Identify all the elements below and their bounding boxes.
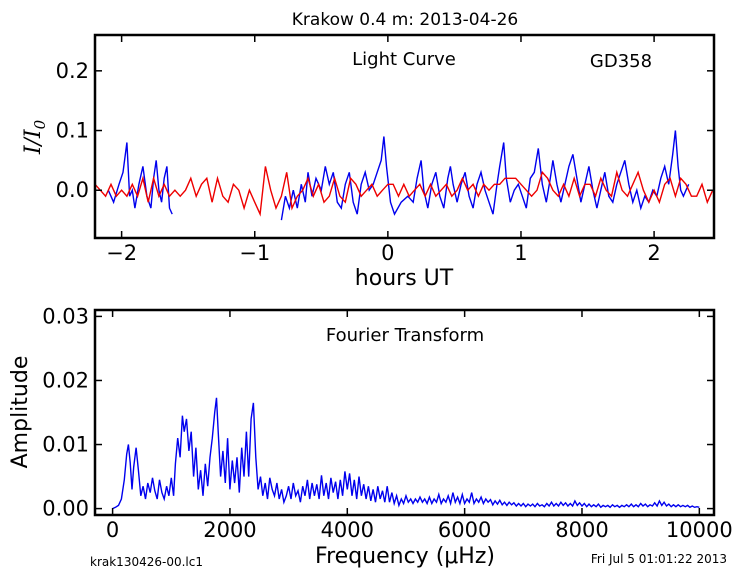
fourier-ticks: 0 2000 4000 6000 8000 10000 0.00 0.01 0.02 0.03 [42, 304, 733, 542]
fourier-ylabel: Amplitude [8, 356, 33, 469]
fourier-frame [93, 308, 716, 517]
fourier-xtick-label: 6000 [438, 518, 491, 542]
light-curve-xtick-label: 0 [381, 241, 394, 265]
light-curve-xtick-label: 2 [647, 241, 660, 265]
fourier-xtick-label: 10000 [666, 518, 733, 542]
fourier-ytick-label: 0.02 [42, 368, 89, 392]
light-curve-xtick-label: −1 [239, 241, 270, 265]
footer-timestamp: Fri Jul 5 01:01:22 2013 [591, 552, 727, 566]
fourier-xtick-label: 2000 [203, 518, 256, 542]
fourier-xtick-label: 0 [106, 518, 119, 542]
figure-title: Krakow 0.4 m: 2013-04-26 [292, 10, 518, 30]
fourier-series-group [112, 397, 700, 510]
light-curve-ylabel: I/I0 [21, 119, 49, 155]
light-curve-panel: −2 −1 0 1 2 0.0 0.1 0.2 Light Curve GD358 hours… [21, 33, 716, 291]
fourier-xtick-label: 4000 [321, 518, 374, 542]
fourier-xlabel: Frequency (μHz) [315, 544, 495, 569]
light-curve-ytick-label: 0.1 [56, 119, 89, 143]
fourier-panel: 0 2000 4000 6000 8000 10000 0.00 0.01 0.02 0.03 F… [8, 304, 733, 569]
fourier-ytick-label: 0.03 [42, 304, 89, 328]
fourier-ytick-label: 0.01 [42, 433, 89, 457]
light-curve-xlabel: hours UT [355, 266, 454, 291]
light-curve-ytick-label: 0.2 [56, 59, 89, 83]
light-curve-ytick-label: 0.0 [56, 178, 89, 202]
light-curve-xtick-label: 1 [514, 241, 527, 265]
fourier-xtick-label: 8000 [555, 518, 608, 542]
light-curve-series-group [94, 130, 714, 221]
light-curve-frame [93, 33, 716, 240]
light-curve-series-0-segment-0 [107, 142, 173, 215]
light-curve-xtick-label: −2 [106, 241, 137, 265]
fourier-ytick-label: 0.00 [42, 497, 89, 521]
light-curve-series-0-segment-1 [280, 130, 690, 221]
light-curve-ticks: −2 −1 0 1 2 0.0 0.1 0.2 [56, 35, 714, 265]
fourier-series-0-segment-0 [112, 397, 700, 510]
light-curve-series-1-segment-0 [94, 166, 714, 217]
fourier-title: Fourier Transform [326, 325, 484, 346]
footer-filename: krak130426-00.lc1 [90, 555, 203, 569]
star-name-label: GD358 [590, 51, 652, 72]
light-curve-title: Light Curve [352, 49, 456, 70]
